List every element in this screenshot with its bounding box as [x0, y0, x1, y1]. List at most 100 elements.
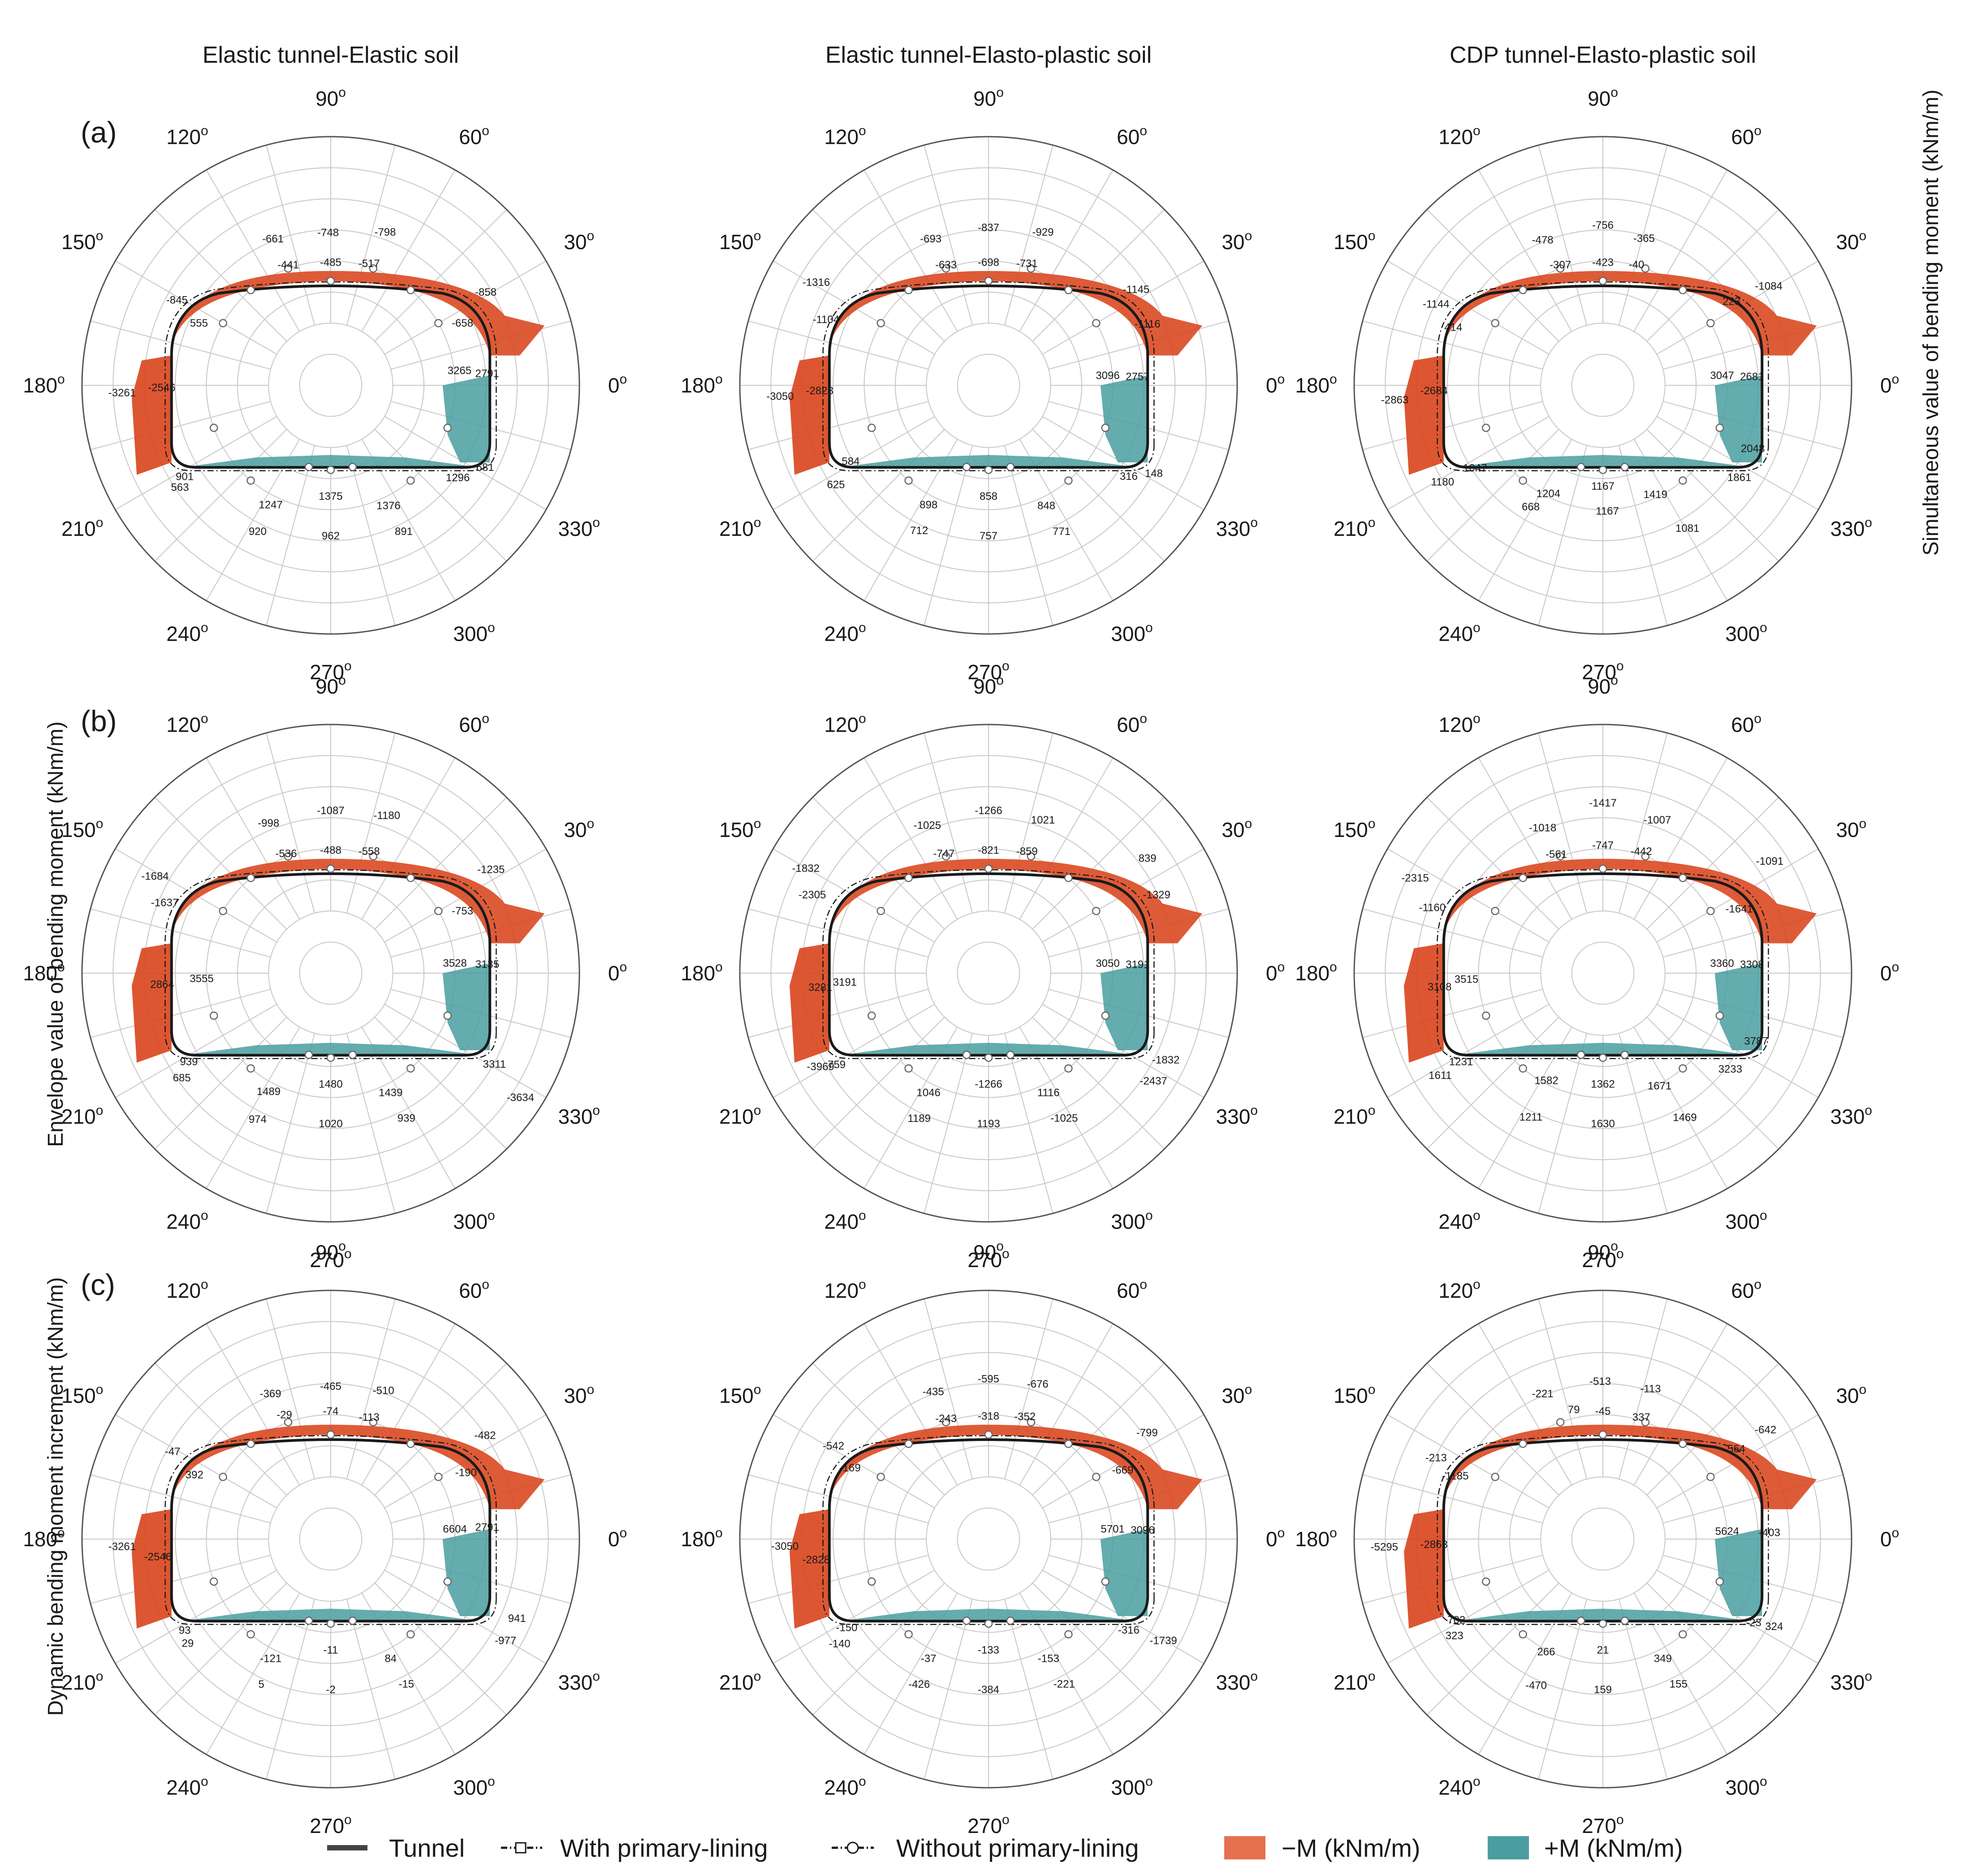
angle-label-0: 0o	[608, 1526, 627, 1551]
degree-symbol: o	[619, 372, 627, 387]
data-label: 5701	[1101, 1523, 1124, 1535]
without-lining-marker	[1598, 466, 1607, 474]
data-label: 3047	[1710, 370, 1734, 382]
grid-spoke	[1032, 1017, 1165, 1150]
without-lining-marker	[348, 463, 357, 471]
angle-label-330: 330o	[558, 1103, 600, 1128]
angle-label-180: 180o	[23, 372, 65, 397]
without-lining-marker	[1519, 874, 1527, 882]
grid-spoke	[1633, 757, 1728, 920]
angle-label-240: 240o	[166, 620, 208, 645]
data-label: -40	[1629, 259, 1645, 271]
grid-spoke	[1646, 1017, 1779, 1150]
grid-spoke	[1042, 416, 1205, 510]
without-lining-marker	[1679, 286, 1687, 294]
grid-spoke	[154, 797, 287, 930]
grid-spoke	[266, 1599, 315, 1780]
data-label: 93	[179, 1625, 191, 1637]
without-lining-marker	[219, 319, 227, 328]
grid-spoke	[748, 1554, 929, 1604]
data-label: 1167	[1596, 505, 1619, 517]
data-label: -669	[1112, 1464, 1133, 1476]
angle-label-60: 60o	[459, 124, 489, 149]
without-lining-marker	[443, 1011, 452, 1020]
data-label: 1193	[977, 1118, 1000, 1130]
data-label: 681	[476, 461, 494, 474]
grid-spoke	[154, 209, 287, 342]
grid-spoke	[374, 209, 507, 342]
without-lining-marker	[1101, 1577, 1110, 1586]
tunnel-outline	[170, 1438, 492, 1623]
grid-spoke	[1646, 429, 1779, 562]
without-lining-marker	[443, 1577, 452, 1586]
grid-circle	[268, 323, 393, 448]
without-lining-marker	[1706, 319, 1715, 328]
data-label: 771	[1053, 526, 1071, 538]
angle-label-240: 240o	[166, 1208, 208, 1233]
data-label: 1020	[319, 1118, 342, 1130]
angle-label-0: 0o	[1880, 1526, 1899, 1551]
grid-spoke	[924, 1033, 973, 1214]
data-label: -513	[1589, 1376, 1611, 1388]
data-label: 3528	[443, 957, 466, 969]
grid-spoke	[1362, 401, 1543, 450]
angle-label-330: 330o	[558, 515, 600, 540]
grid-circle	[957, 1507, 1020, 1571]
data-label: 1180	[1431, 476, 1454, 488]
angle-label-120: 120o	[1438, 712, 1480, 737]
without-lining-marker	[1027, 264, 1036, 273]
degree-symbol: o	[754, 816, 761, 831]
row-tag-b: (b)	[81, 704, 117, 737]
data-label: -799	[1136, 1427, 1158, 1439]
data-label: 584	[842, 456, 859, 468]
data-label: -642	[1755, 1424, 1776, 1436]
negative-moment-left-wall	[1404, 355, 1444, 475]
data-label: 1204	[1537, 487, 1560, 500]
data-label: -442	[1631, 845, 1652, 858]
grid-spoke	[361, 757, 456, 920]
without-lining-marker	[1598, 864, 1607, 873]
grid-circle	[268, 910, 393, 1036]
data-label: 1611	[1429, 1070, 1452, 1082]
without-lining-marker	[904, 286, 913, 294]
angle-label-120: 120o	[824, 1277, 866, 1302]
data-label: 974	[249, 1113, 267, 1126]
with-primary-lining-curve	[1437, 869, 1769, 1059]
angle-label-300: 300o	[453, 1208, 495, 1233]
without-lining-marker	[962, 1617, 971, 1625]
grid-spoke	[115, 1004, 277, 1098]
degree-symbol: o	[859, 124, 866, 138]
degree-symbol: o	[1140, 712, 1147, 726]
panel-b-3: -1417 -747 -1018 -561 -1007 -442 -2315 -1160 -10…	[1353, 724, 1852, 1223]
outer-ring	[1353, 724, 1852, 1223]
panel-a-3: -756 -423 -478 -307 -365 -40 -1144 414 -1084 223 -…	[1353, 136, 1852, 635]
angle-label-150: 150o	[719, 816, 761, 841]
data-label: 392	[186, 1469, 203, 1481]
without-lining-marker	[941, 852, 950, 861]
without-lining-marker	[1679, 874, 1687, 882]
positive-moment-right-wall	[1100, 375, 1148, 463]
grid-spoke	[924, 1599, 973, 1780]
without-lining-marker	[326, 276, 335, 285]
data-label: 5624	[1715, 1525, 1739, 1537]
without-lining-marker	[1006, 1617, 1015, 1625]
data-label: -435	[923, 1386, 944, 1398]
degree-symbol: o	[201, 712, 208, 726]
data-label: -2546	[144, 1551, 172, 1563]
without-lining-marker	[304, 463, 313, 471]
panel-c-2: -595 -318 -435 -243 -676 -352 -542 -169 -799 -669…	[739, 1289, 1238, 1789]
angle-label-330: 330o	[1831, 1103, 1872, 1128]
degree-symbol: o	[344, 659, 352, 673]
data-label: -1739	[1149, 1634, 1177, 1647]
legend-without-marker	[846, 1841, 859, 1854]
angle-label-300: 300o	[1725, 1208, 1767, 1233]
grid-circle	[926, 910, 1051, 1036]
without-lining-marker	[1576, 1051, 1585, 1059]
without-lining-marker	[1064, 1064, 1073, 1073]
data-label: -150	[836, 1622, 857, 1634]
degree-symbol: o	[488, 1774, 495, 1789]
negative-moment-crown	[1443, 271, 1817, 356]
without-lining-marker	[867, 1011, 876, 1020]
grid-circle	[299, 941, 363, 1005]
degree-symbol: o	[1473, 1277, 1481, 1292]
